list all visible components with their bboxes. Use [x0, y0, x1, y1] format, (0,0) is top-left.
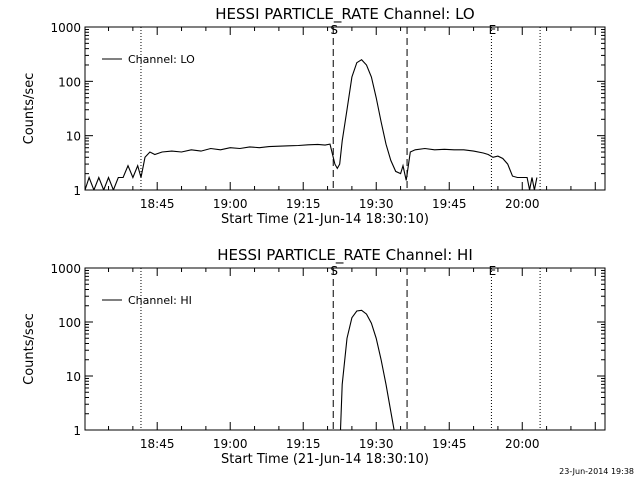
x-tick-label: 18:45	[140, 197, 175, 211]
y-tick-label: 1	[73, 184, 81, 198]
x-tick-label: 19:15	[286, 437, 321, 451]
y-tick-label: 1000	[50, 262, 81, 276]
x-tick-label: 19:00	[213, 197, 248, 211]
y-tick-label: 100	[58, 75, 81, 89]
chart-panel-2: HESSI PARTICLE_RATE Channel: HI 1 10 100 100…	[22, 246, 606, 467]
y-tick-label: 1000	[50, 21, 81, 35]
x-tick-label: 19:30	[359, 197, 394, 211]
y-axis-label: Counts/sec	[22, 313, 37, 385]
legend-label: Channel: LO	[128, 53, 195, 66]
plot-frame	[84, 267, 606, 431]
y-axis-label: Counts/sec	[22, 73, 37, 145]
chart-title: HESSI PARTICLE_RATE Channel: HI	[217, 246, 473, 265]
event-marker-label: S	[330, 23, 338, 37]
chart-panel-1: HESSI PARTICLE_RATE Channel: LO 1 10 100 100…	[22, 5, 606, 227]
x-tick-label: 20:00	[505, 197, 540, 211]
event-marker-label: S	[330, 264, 338, 278]
series-line	[339, 309, 395, 430]
x-tick-label: 19:45	[432, 197, 467, 211]
y-tick-label: 10	[66, 130, 81, 144]
legend-label: Channel: HI	[128, 294, 192, 307]
x-tick-label: 18:45	[140, 437, 175, 451]
plot-timestamp: 23-Jun-2014 19:38	[559, 467, 634, 476]
plot-frame	[84, 26, 606, 191]
y-tick-label: 1	[73, 424, 81, 438]
y-tick-label: 100	[58, 316, 81, 330]
event-marker-label: E	[489, 264, 497, 278]
x-tick-label: 19:45	[432, 437, 467, 451]
x-tick-label: 19:15	[286, 197, 321, 211]
series-line	[85, 58, 538, 190]
x-tick-label: 19:30	[359, 437, 394, 451]
event-marker-label: E	[489, 23, 497, 37]
chart-title: HESSI PARTICLE_RATE Channel: LO	[215, 5, 474, 24]
x-tick-label: 19:00	[213, 437, 248, 451]
x-axis-label: Start Time (21-Jun-14 18:30:10)	[221, 212, 429, 227]
y-tick-label: 10	[66, 370, 81, 384]
x-tick-label: 20:00	[505, 437, 540, 451]
x-axis-label: Start Time (21-Jun-14 18:30:10)	[221, 452, 429, 467]
